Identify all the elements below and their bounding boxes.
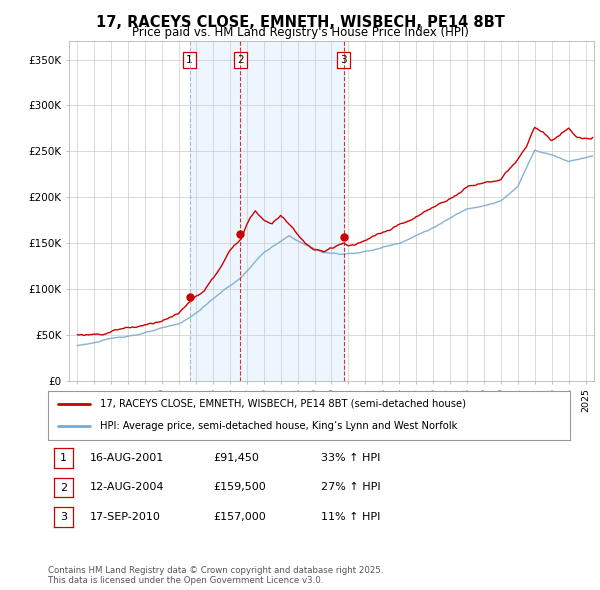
Text: 27% ↑ HPI: 27% ↑ HPI [321, 483, 380, 492]
Text: Price paid vs. HM Land Registry's House Price Index (HPI): Price paid vs. HM Land Registry's House … [131, 26, 469, 39]
Bar [190, 41, 344, 381]
Text: £159,500: £159,500 [213, 483, 266, 492]
Text: 11% ↑ HPI: 11% ↑ HPI [321, 512, 380, 522]
Text: 1: 1 [60, 453, 67, 463]
Text: £91,450: £91,450 [213, 453, 259, 463]
Text: HPI: Average price, semi-detached house, King’s Lynn and West Norfolk: HPI: Average price, semi-detached house,… [100, 421, 458, 431]
Text: 16-AUG-2001: 16-AUG-2001 [90, 453, 164, 463]
Text: 2: 2 [237, 55, 244, 65]
Text: 1: 1 [186, 55, 193, 65]
Text: 17-SEP-2010: 17-SEP-2010 [90, 512, 161, 522]
Text: 17, RACEYS CLOSE, EMNETH, WISBECH, PE14 8BT (semi-detached house): 17, RACEYS CLOSE, EMNETH, WISBECH, PE14 … [100, 399, 466, 409]
Text: 17, RACEYS CLOSE, EMNETH, WISBECH, PE14 8BT: 17, RACEYS CLOSE, EMNETH, WISBECH, PE14 … [95, 15, 505, 30]
Text: 2: 2 [60, 483, 67, 493]
Text: 33% ↑ HPI: 33% ↑ HPI [321, 453, 380, 463]
Text: Contains HM Land Registry data © Crown copyright and database right 2025.
This d: Contains HM Land Registry data © Crown c… [48, 566, 383, 585]
Text: 3: 3 [340, 55, 347, 65]
Text: 12-AUG-2004: 12-AUG-2004 [90, 483, 164, 492]
Text: 3: 3 [60, 512, 67, 522]
Text: £157,000: £157,000 [213, 512, 266, 522]
